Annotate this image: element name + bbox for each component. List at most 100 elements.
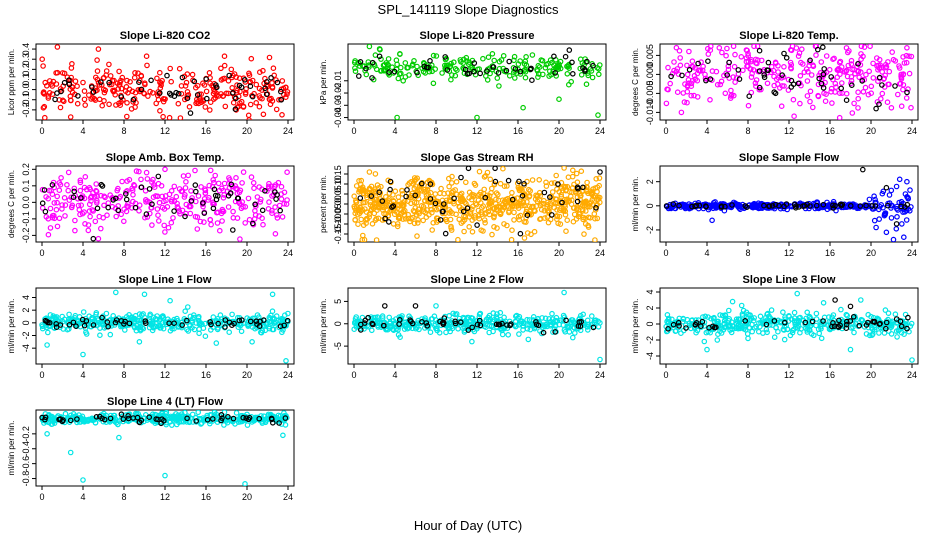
data-point bbox=[82, 174, 89, 180]
data-point bbox=[742, 326, 749, 333]
data-point bbox=[179, 188, 186, 194]
data-point bbox=[692, 321, 699, 328]
data-point bbox=[504, 183, 510, 189]
data-point bbox=[379, 207, 386, 213]
data-point bbox=[112, 92, 119, 98]
data-point bbox=[481, 186, 488, 193]
data-point bbox=[98, 225, 104, 232]
data-point bbox=[367, 199, 374, 205]
data-point bbox=[813, 202, 820, 209]
data-point bbox=[90, 416, 96, 423]
data-point bbox=[239, 199, 246, 205]
data-point bbox=[594, 65, 601, 71]
data-point bbox=[569, 167, 576, 174]
data-point bbox=[688, 80, 695, 87]
data-point bbox=[854, 63, 860, 70]
data-point bbox=[49, 182, 56, 188]
x-tick-label: 16 bbox=[201, 126, 211, 136]
data-point bbox=[487, 176, 494, 183]
data-point bbox=[159, 193, 166, 200]
data-point bbox=[462, 66, 469, 73]
data-point bbox=[362, 317, 369, 324]
y-tick-label: 2 bbox=[645, 179, 655, 184]
data-point bbox=[202, 104, 209, 110]
data-point bbox=[183, 79, 190, 86]
data-point bbox=[225, 413, 231, 420]
data-point bbox=[196, 330, 202, 337]
data-point bbox=[686, 320, 693, 327]
data-point bbox=[54, 193, 61, 200]
data-point bbox=[564, 196, 570, 203]
data-point bbox=[765, 59, 772, 66]
data-point bbox=[210, 416, 216, 422]
data-point bbox=[270, 326, 277, 333]
data-point bbox=[162, 229, 168, 235]
data-point bbox=[382, 194, 389, 200]
x-tick-label: 4 bbox=[392, 248, 397, 258]
data-point bbox=[838, 306, 844, 313]
data-point bbox=[568, 201, 575, 208]
data-point bbox=[557, 317, 564, 324]
data-point bbox=[167, 65, 174, 72]
data-point bbox=[256, 85, 263, 92]
outlier-point bbox=[90, 235, 97, 242]
data-point bbox=[529, 77, 535, 84]
data-point bbox=[445, 190, 451, 196]
outlier-point bbox=[859, 166, 866, 173]
x-tick-label: 20 bbox=[554, 248, 564, 258]
data-point bbox=[431, 322, 438, 329]
data-point bbox=[80, 79, 86, 86]
x-tick-label: 8 bbox=[121, 370, 126, 380]
data-point bbox=[406, 324, 412, 331]
data-point bbox=[278, 97, 285, 103]
data-point bbox=[509, 196, 516, 203]
data-point bbox=[694, 70, 701, 77]
data-point bbox=[355, 221, 361, 228]
outlier-point bbox=[888, 215, 895, 221]
data-point bbox=[182, 213, 188, 220]
data-point bbox=[272, 231, 279, 237]
data-point bbox=[870, 60, 876, 67]
data-point bbox=[211, 186, 218, 193]
data-point bbox=[383, 202, 390, 209]
data-point bbox=[186, 104, 193, 110]
data-point bbox=[168, 78, 175, 85]
data-point bbox=[844, 312, 851, 319]
data-point bbox=[779, 72, 786, 78]
data-point bbox=[533, 319, 539, 325]
data-point bbox=[427, 196, 434, 202]
y-tick-label: -0.03 bbox=[333, 95, 343, 116]
data-point bbox=[366, 214, 373, 220]
data-point bbox=[89, 415, 95, 422]
data-point bbox=[131, 74, 138, 81]
data-point bbox=[752, 56, 759, 63]
data-point bbox=[432, 66, 439, 72]
data-point bbox=[407, 317, 413, 323]
data-point bbox=[901, 60, 908, 66]
data-point bbox=[352, 58, 358, 64]
data-point bbox=[142, 318, 149, 324]
outlier-point bbox=[381, 303, 388, 309]
y-tick-label: 4 bbox=[645, 289, 655, 294]
data-point bbox=[95, 317, 101, 323]
data-point bbox=[396, 316, 403, 323]
data-point bbox=[42, 114, 48, 120]
data-point bbox=[845, 62, 852, 69]
data-point bbox=[185, 328, 192, 334]
data-point bbox=[857, 203, 864, 209]
data-point bbox=[87, 186, 94, 193]
data-point bbox=[176, 413, 183, 420]
data-point bbox=[492, 201, 499, 207]
points bbox=[351, 289, 603, 363]
data-point bbox=[93, 74, 99, 81]
data-point bbox=[501, 221, 507, 227]
data-point bbox=[452, 320, 459, 327]
data-point bbox=[551, 204, 558, 211]
data-point bbox=[695, 60, 701, 67]
data-point bbox=[133, 411, 140, 418]
data-point bbox=[882, 307, 889, 313]
data-point bbox=[405, 182, 411, 188]
series-all bbox=[663, 290, 915, 363]
data-point bbox=[843, 67, 850, 74]
data-point bbox=[457, 319, 464, 326]
